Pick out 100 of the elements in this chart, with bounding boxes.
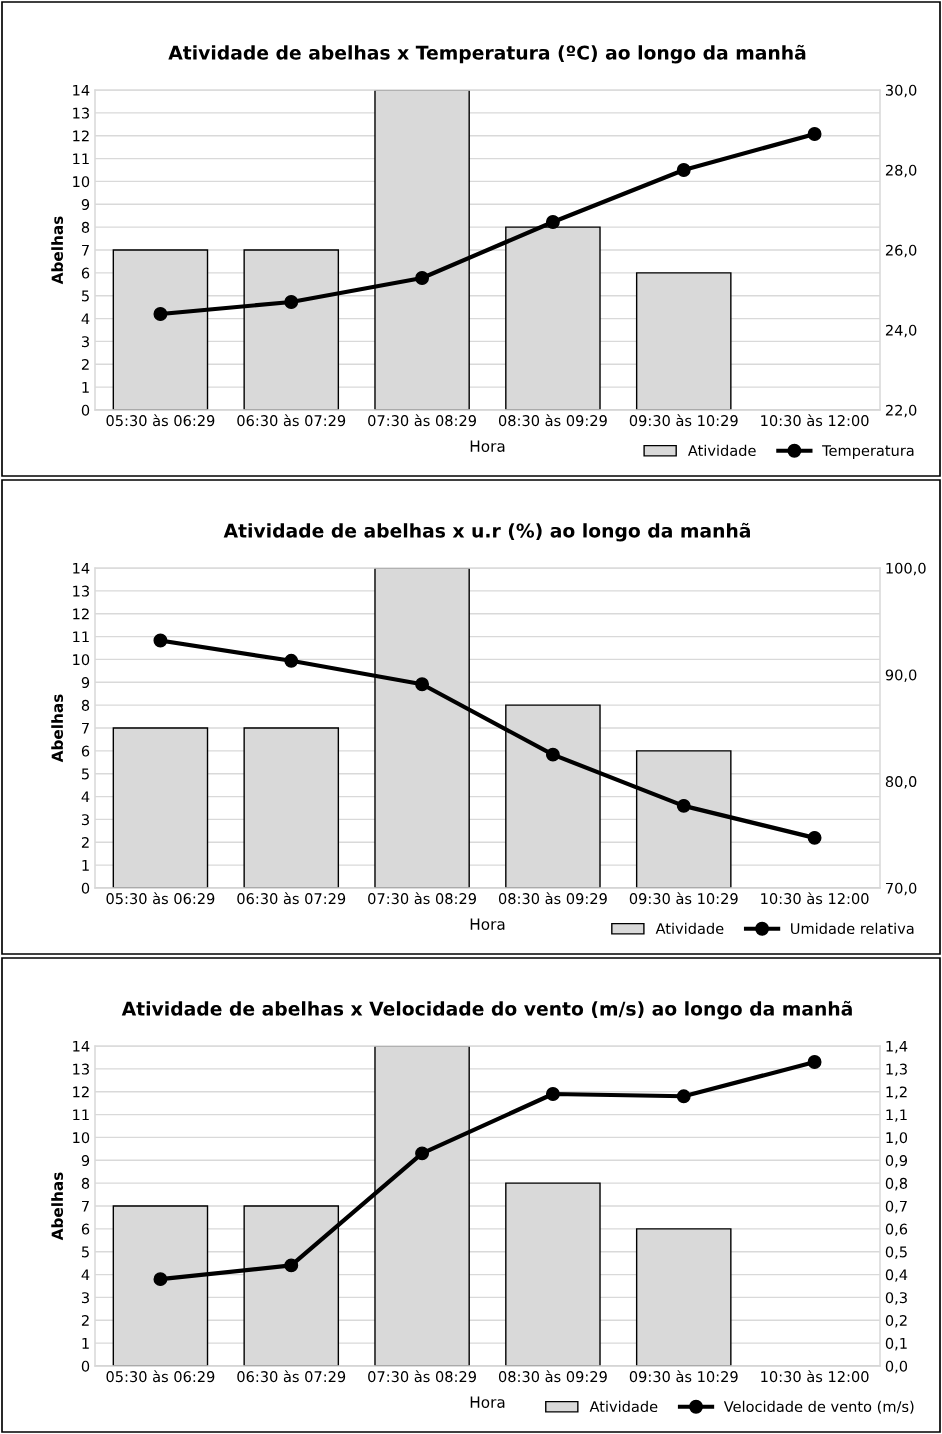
- y-tick-label: 11: [73, 631, 89, 643]
- y-tick-label: 8: [81, 221, 90, 233]
- x-tick-label: 05:30 às 06:29: [106, 1370, 215, 1383]
- x-tick-label: 07:30 às 08:29: [368, 1370, 476, 1383]
- x-tick-label: 10:30 às 12:00: [761, 414, 869, 427]
- y-tick-label: 10: [73, 1132, 90, 1144]
- y-tick-label: 10: [73, 176, 90, 188]
- point: [153, 1272, 168, 1287]
- y2-tick-label: 1,2: [886, 1086, 907, 1099]
- point: [545, 747, 560, 762]
- point: [153, 633, 168, 648]
- y2-tick-label: 1,3: [886, 1063, 907, 1077]
- y-tick-label: 11: [73, 1109, 89, 1121]
- y-tick-label: 3: [81, 1292, 89, 1304]
- y-tick-label: 14: [73, 1040, 90, 1052]
- legend-label: Atividade: [687, 444, 756, 457]
- y-axis-title: Abelhas: [51, 694, 64, 763]
- x-tick-label: 10:30 às 12:00: [761, 892, 869, 905]
- y-tick-label: 5: [81, 1246, 89, 1258]
- y-tick-label: 12: [73, 608, 89, 620]
- legend-label: Temperatura: [822, 445, 914, 459]
- chart-title: Atividade de abelhas x u.r (%) ao longo da manhã: [223, 522, 750, 542]
- y2-tick-label: 70,0: [886, 882, 917, 896]
- point: [807, 830, 822, 845]
- x-axis-title: Hora: [470, 1396, 505, 1408]
- y-tick-label: 9: [81, 199, 90, 211]
- y-tick-label: 0: [81, 404, 90, 416]
- y-tick-label: 12: [73, 130, 89, 142]
- y-tick-label: 1: [82, 382, 89, 393]
- point: [153, 307, 168, 321]
- legend-label: Umidade relativa: [791, 922, 914, 935]
- y2-tick-label: 0,9: [885, 1155, 908, 1168]
- chart-title: Atividade de abelhas x Temperatura (ºC) ao longo da manhã: [168, 44, 806, 64]
- x-tick-label: 07:30 às 08:29: [368, 892, 476, 905]
- legend-label: Atividade: [655, 922, 724, 935]
- y2-tick-label: 80,0: [885, 776, 917, 789]
- y2-tick-label: 26,0: [885, 244, 917, 258]
- y-tick-label: 0: [81, 1360, 90, 1372]
- x-tick-label: 05:30 às 06:29: [106, 892, 215, 905]
- y2-tick-label: 0,1: [885, 1337, 907, 1351]
- point: [676, 1089, 691, 1104]
- y-tick-label: 2: [81, 359, 89, 370]
- point: [807, 1055, 822, 1069]
- y-tick-label: 14: [73, 84, 90, 96]
- y2-tick-label: 0,4: [885, 1269, 908, 1282]
- y-tick-label: 6: [81, 267, 90, 279]
- point: [676, 163, 691, 177]
- x-tick-label: 07:30 às 08:29: [368, 414, 476, 427]
- y-tick-label: 4: [81, 1269, 90, 1281]
- y-tick-label: 4: [81, 313, 90, 325]
- y2-tick-label: 30,0: [885, 84, 917, 98]
- y2-tick-label: 0,6: [885, 1223, 908, 1237]
- x-tick-label: 08:30 às 09:29: [498, 1370, 607, 1383]
- y2-tick-label: 1,0: [886, 1132, 908, 1145]
- y-tick-label: 5: [81, 290, 89, 302]
- point: [284, 653, 299, 668]
- y2-tick-label: 0,3: [885, 1292, 907, 1305]
- y-axis-title: Abelhas: [51, 1172, 64, 1241]
- x-axis-title: Hora: [470, 918, 505, 930]
- y-tick-label: 5: [81, 768, 89, 780]
- y2-tick-label: 0,2: [885, 1315, 907, 1328]
- y2-tick-label: 0,7: [885, 1200, 907, 1214]
- y-tick-label: 13: [73, 1063, 89, 1075]
- y-tick-label: 8: [81, 699, 90, 711]
- y-tick-label: 2: [81, 1315, 89, 1326]
- point: [284, 1258, 299, 1273]
- point: [415, 1146, 430, 1161]
- point: [415, 677, 430, 692]
- y-tick-label: 13: [73, 585, 89, 597]
- x-tick-label: 06:30 às 07:29: [237, 892, 346, 905]
- y2-tick-label: 0,8: [885, 1177, 908, 1191]
- y-tick-label: 7: [82, 722, 89, 734]
- y-tick-label: 11: [73, 153, 89, 165]
- y-tick-label: 3: [81, 336, 89, 348]
- x-axis-title: Hora: [470, 440, 505, 452]
- y2-tick-label: 100,0: [886, 562, 926, 576]
- y2-tick-label: 0,0: [885, 1360, 908, 1374]
- point: [545, 1087, 560, 1101]
- y-tick-label: 7: [82, 244, 89, 256]
- y-tick-label: 13: [73, 107, 89, 119]
- y-tick-label: 4: [81, 791, 90, 803]
- y2-tick-label: 22,0: [885, 404, 917, 418]
- x-tick-label: 06:30 às 07:29: [237, 1370, 346, 1383]
- y-tick-label: 7: [82, 1200, 89, 1212]
- x-tick-label: 10:30 às 12:00: [761, 1370, 869, 1383]
- x-tick-label: 05:30 às 06:29: [106, 414, 215, 427]
- y-tick-label: 12: [73, 1086, 89, 1098]
- y-tick-label: 6: [81, 745, 90, 757]
- point: [415, 271, 430, 285]
- x-tick-label: 08:30 às 09:29: [498, 414, 607, 427]
- y-tick-label: 8: [81, 1177, 90, 1189]
- chart-title: Atividade de abelhas x Velocidade do vento (m/s) ao longo da manhã: [121, 1000, 852, 1020]
- y2-tick-label: 28,0: [885, 164, 917, 178]
- y2-tick-label: 90,0: [885, 669, 917, 682]
- x-tick-label: 09:30 às 10:29: [629, 1370, 738, 1383]
- legend-label: Atividade: [589, 1400, 658, 1413]
- point: [807, 127, 822, 141]
- y2-tick-label: 24,0: [885, 324, 917, 338]
- x-tick-label: 06:30 às 07:29: [237, 414, 346, 427]
- y-tick-label: 14: [73, 562, 90, 574]
